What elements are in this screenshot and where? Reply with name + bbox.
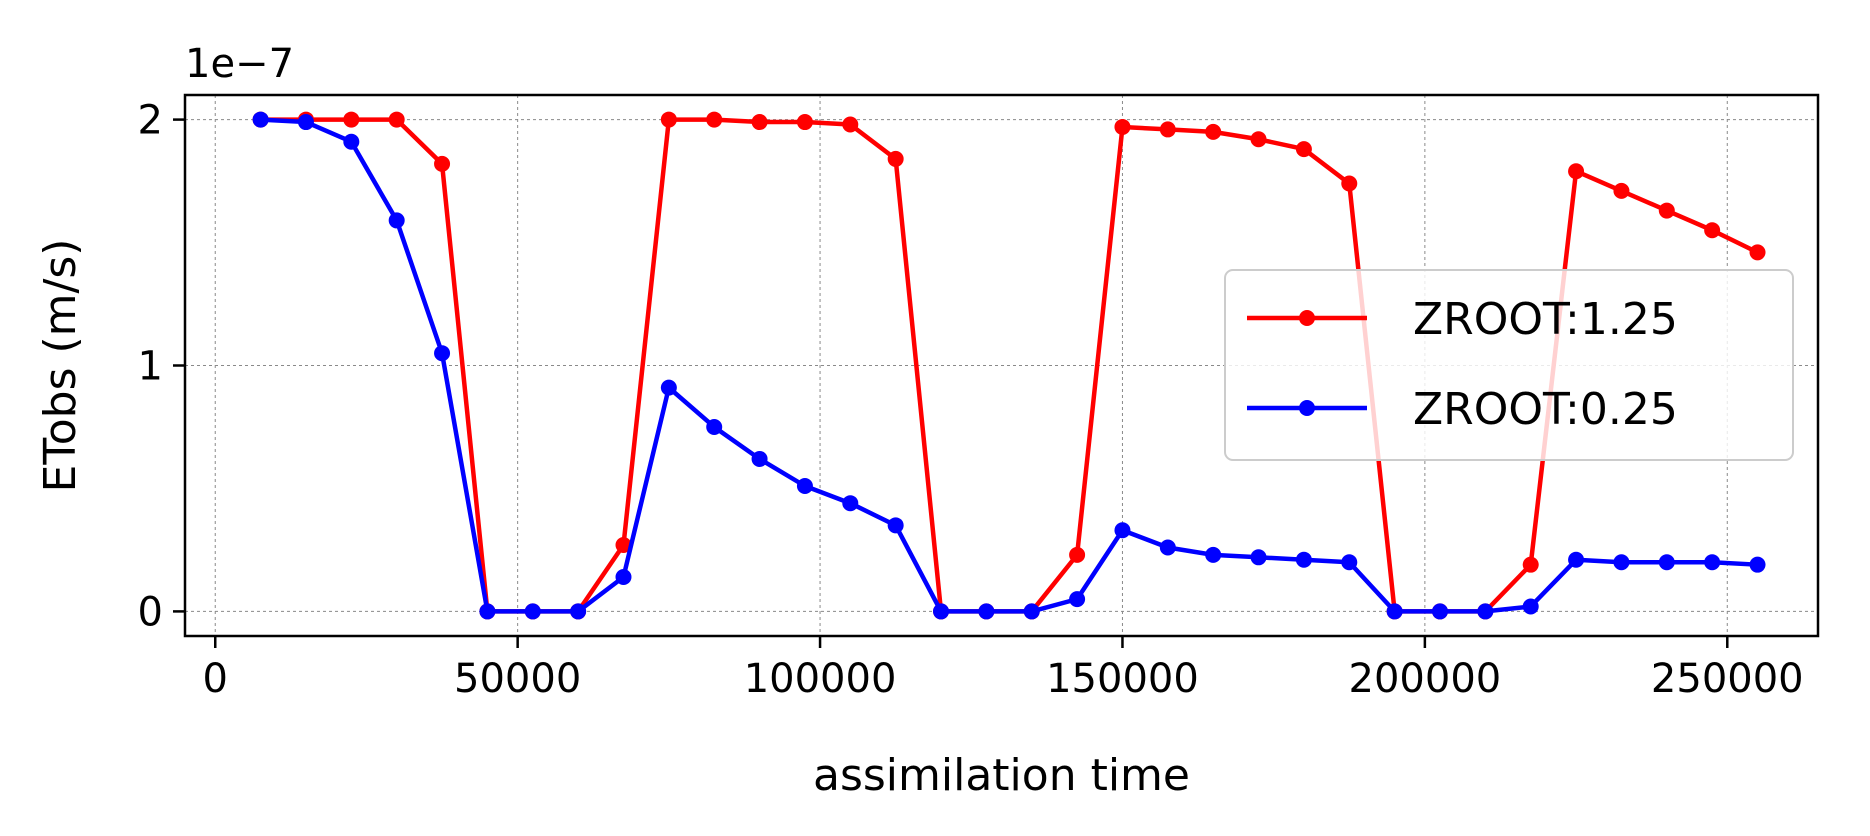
legend: ZROOT:1.25 ZROOT:0.25 <box>1224 269 1794 461</box>
y-axis-title: ETobs (m/s) <box>35 239 86 493</box>
data-point <box>570 603 587 620</box>
series-2 <box>252 111 1766 620</box>
data-point <box>388 111 405 128</box>
data-point <box>1704 554 1721 571</box>
data-point <box>796 114 813 131</box>
data-point <box>343 111 360 128</box>
data-point <box>297 114 314 131</box>
data-point <box>1069 591 1086 608</box>
data-point <box>1114 118 1131 135</box>
data-point <box>1704 222 1721 239</box>
data-point <box>434 155 451 172</box>
data-point <box>933 603 950 620</box>
data-point <box>1159 539 1176 556</box>
series-line <box>260 117 1758 614</box>
x-tick-label: 250000 <box>1651 656 1804 702</box>
data-point <box>1477 603 1494 620</box>
data-point <box>1749 556 1766 573</box>
data-point <box>524 603 541 620</box>
x-axis-title: assimilation time <box>813 750 1190 801</box>
data-point <box>751 450 768 467</box>
data-point <box>479 603 496 620</box>
legend-label: ZROOT:1.25 <box>1413 294 1678 345</box>
data-point <box>1250 549 1267 566</box>
y-tick-label: 0 <box>138 589 163 635</box>
legend-label: ZROOT:0.25 <box>1413 384 1678 435</box>
data-point <box>1613 554 1630 571</box>
data-point <box>1341 175 1358 192</box>
data-point <box>1295 551 1312 568</box>
legend-marker <box>1299 310 1315 326</box>
x-tick-label: 50000 <box>454 656 581 702</box>
data-point <box>1568 163 1585 180</box>
data-point <box>1295 141 1312 158</box>
data-point <box>751 114 768 131</box>
y-tick-label: 2 <box>138 98 163 144</box>
x-tick-label: 200000 <box>1349 656 1502 702</box>
data-point <box>660 379 677 396</box>
data-point <box>1341 554 1358 571</box>
data-point <box>1023 603 1040 620</box>
x-tick-label: 150000 <box>1046 656 1199 702</box>
data-point <box>660 111 677 128</box>
y-offset-label: 1e−7 <box>185 41 294 87</box>
data-point <box>887 150 904 167</box>
data-point <box>842 116 859 133</box>
data-point <box>1205 123 1222 140</box>
data-point <box>434 345 451 362</box>
data-point <box>388 212 405 229</box>
data-point <box>1250 131 1267 148</box>
data-point <box>615 537 632 554</box>
data-point <box>1749 244 1766 261</box>
x-tick-label: 0 <box>203 656 228 702</box>
x-tick-label: 100000 <box>744 656 897 702</box>
data-point <box>615 568 632 585</box>
data-point <box>842 495 859 512</box>
data-point <box>1205 546 1222 563</box>
legend-marker <box>1299 400 1315 416</box>
data-point <box>978 603 995 620</box>
ticks: 0 50000 100000 150000 200000 250000 0 1 2 <box>138 98 1804 702</box>
data-point <box>1431 603 1448 620</box>
data-point <box>252 111 269 128</box>
y-tick-label: 1 <box>138 344 163 390</box>
data-point <box>1386 603 1403 620</box>
data-point <box>1568 551 1585 568</box>
data-point <box>1613 182 1630 199</box>
data-point <box>706 418 723 435</box>
data-point <box>1658 554 1675 571</box>
data-point <box>1658 202 1675 219</box>
series-layer <box>252 111 1766 620</box>
data-point <box>1069 546 1086 563</box>
data-point <box>796 477 813 494</box>
data-point <box>1522 556 1539 573</box>
data-point <box>1114 522 1131 539</box>
data-point <box>1159 121 1176 138</box>
data-point <box>706 111 723 128</box>
data-point <box>1522 598 1539 615</box>
data-point <box>343 133 360 150</box>
data-point <box>887 517 904 534</box>
